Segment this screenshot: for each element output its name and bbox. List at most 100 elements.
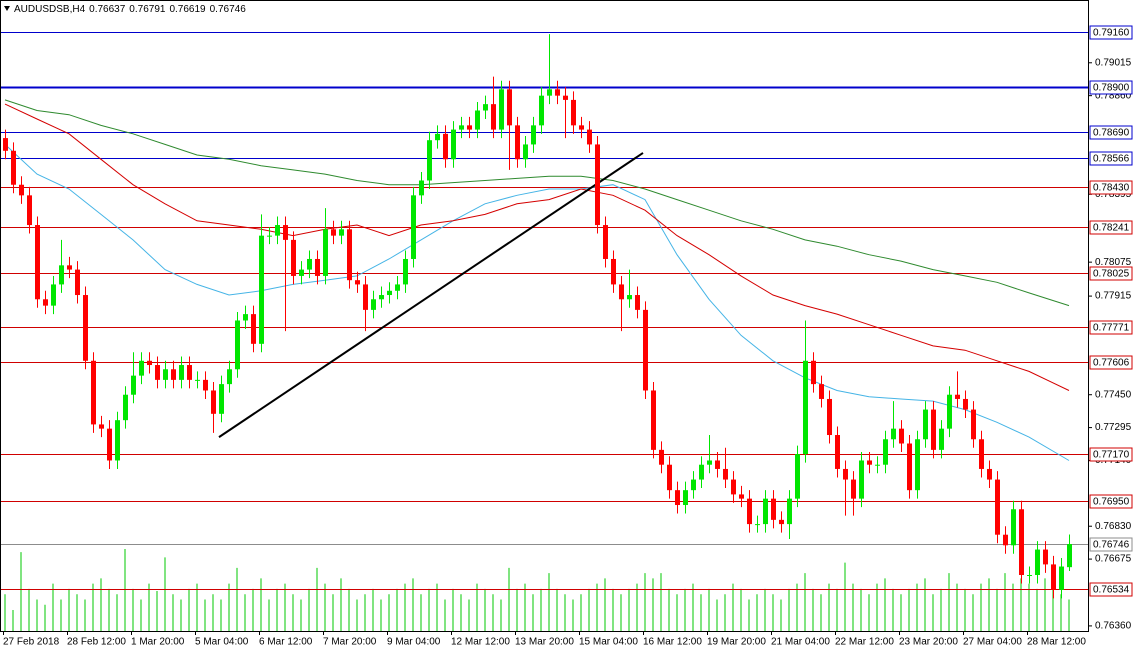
y-tick-label: 0.76675 (1095, 554, 1132, 565)
candle-body (51, 284, 56, 306)
level-label: 0.77606 (1093, 358, 1130, 369)
y-tick-label: 0.78860 (1095, 90, 1132, 101)
candle-body (499, 89, 504, 130)
candle-body (699, 464, 704, 480)
candle-body (331, 229, 336, 236)
level-label-box (1089, 355, 1133, 370)
x-tick-label: 13 Mar 20:00 (515, 637, 574, 648)
candle-body (675, 490, 680, 506)
level-label: 0.78430 (1093, 183, 1130, 194)
x-tick-label: 9 Mar 04:00 (387, 637, 441, 648)
candle-body (443, 133, 448, 160)
candle-body (235, 320, 240, 370)
candle-body (275, 225, 280, 236)
candle-body (411, 195, 416, 259)
candle-body (1067, 544, 1072, 568)
candle-body (683, 490, 688, 506)
candle-body (923, 409, 928, 440)
candle-body (955, 394, 960, 399)
candle-body (851, 479, 856, 499)
level-label: 0.78566 (1093, 154, 1130, 165)
candle-body (67, 265, 72, 270)
x-tick-label: 15 Mar 04:00 (579, 637, 638, 648)
candle-body (139, 360, 144, 376)
candle-body (371, 299, 376, 310)
candle-body (123, 394, 128, 421)
axis-layer: 0.790150.788600.783950.780750.779150.774… (3, 25, 1133, 648)
header-close: 0.76746 (210, 4, 247, 15)
x-tick-label: 23 Mar 20:00 (899, 637, 958, 648)
candle-body (843, 468, 848, 480)
level-label-box (1089, 125, 1133, 140)
x-tick-label: 27 Mar 04:00 (963, 637, 1022, 648)
candle-body (643, 309, 648, 391)
candle-body (867, 460, 872, 465)
candle-body (835, 435, 840, 469)
candle-body (763, 498, 768, 525)
level-label: 0.78241 (1093, 223, 1130, 234)
y-tick-label: 0.79015 (1095, 57, 1132, 68)
level-label-box (1089, 447, 1133, 462)
candle-body (83, 295, 88, 361)
level-label: 0.79160 (1093, 28, 1130, 39)
header: AUDUSDSB,H4 0.76637 0.76791 0.76619 0.76746 (14, 4, 246, 15)
x-tick-label: 19 Mar 20:00 (707, 637, 766, 648)
candle-body (195, 379, 200, 381)
candle-body (483, 104, 488, 111)
candle-body (507, 89, 512, 126)
candle-body (659, 449, 664, 465)
header-low: 0.76619 (169, 4, 206, 15)
candle-body (291, 239, 296, 276)
symbol: AUDUSDSB,H4 (14, 4, 86, 15)
candle-body (307, 258, 312, 270)
level-label-box (1089, 25, 1133, 40)
candle-body (795, 454, 800, 499)
candle-body (1035, 549, 1040, 576)
candle-body (1059, 566, 1064, 590)
candle-body (347, 229, 352, 281)
x-tick-label: 16 Mar 12:00 (643, 637, 702, 648)
y-tick-label: 0.77450 (1095, 389, 1132, 400)
level-label-box (1089, 266, 1133, 281)
moving-average (4, 144, 1070, 461)
candle-body (547, 89, 552, 96)
candle-body (635, 295, 640, 310)
candle-body (403, 258, 408, 285)
candle-body (3, 138, 8, 151)
header-open: 0.76637 (89, 4, 126, 15)
candle-body (619, 284, 624, 300)
candle-body (555, 89, 560, 96)
level-label: 0.76950 (1093, 497, 1130, 508)
candle-body (171, 369, 176, 380)
candle-body (515, 125, 520, 160)
x-tick-label: 7 Mar 20:00 (323, 637, 377, 648)
candle-body (459, 125, 464, 130)
candle-body (883, 439, 888, 465)
candle-body (907, 443, 912, 491)
candle-body (475, 110, 480, 130)
level-label: 0.77170 (1093, 450, 1130, 461)
candle-body (731, 479, 736, 495)
level-label-box (1089, 320, 1133, 335)
level-label: 0.78690 (1093, 128, 1130, 139)
candle-body (1019, 509, 1024, 576)
candle-body (915, 439, 920, 491)
x-tick-label: 5 Mar 04:00 (195, 637, 249, 648)
candle-body (587, 129, 592, 145)
level-label-box (1089, 582, 1133, 597)
candle-body (899, 428, 904, 444)
level-label-box (1089, 80, 1133, 95)
candle-body (131, 375, 136, 395)
candle-body (323, 229, 328, 276)
candle-body (43, 299, 48, 306)
level-label-box (1089, 180, 1133, 195)
menu-triangle[interactable] (4, 6, 10, 11)
level-label: 0.78025 (1093, 269, 1130, 280)
candle-body (691, 479, 696, 491)
candle-body (299, 269, 304, 276)
candle-body (227, 369, 232, 385)
candle-body (1011, 509, 1016, 546)
candle-body (579, 125, 584, 130)
candle-body (59, 265, 64, 285)
